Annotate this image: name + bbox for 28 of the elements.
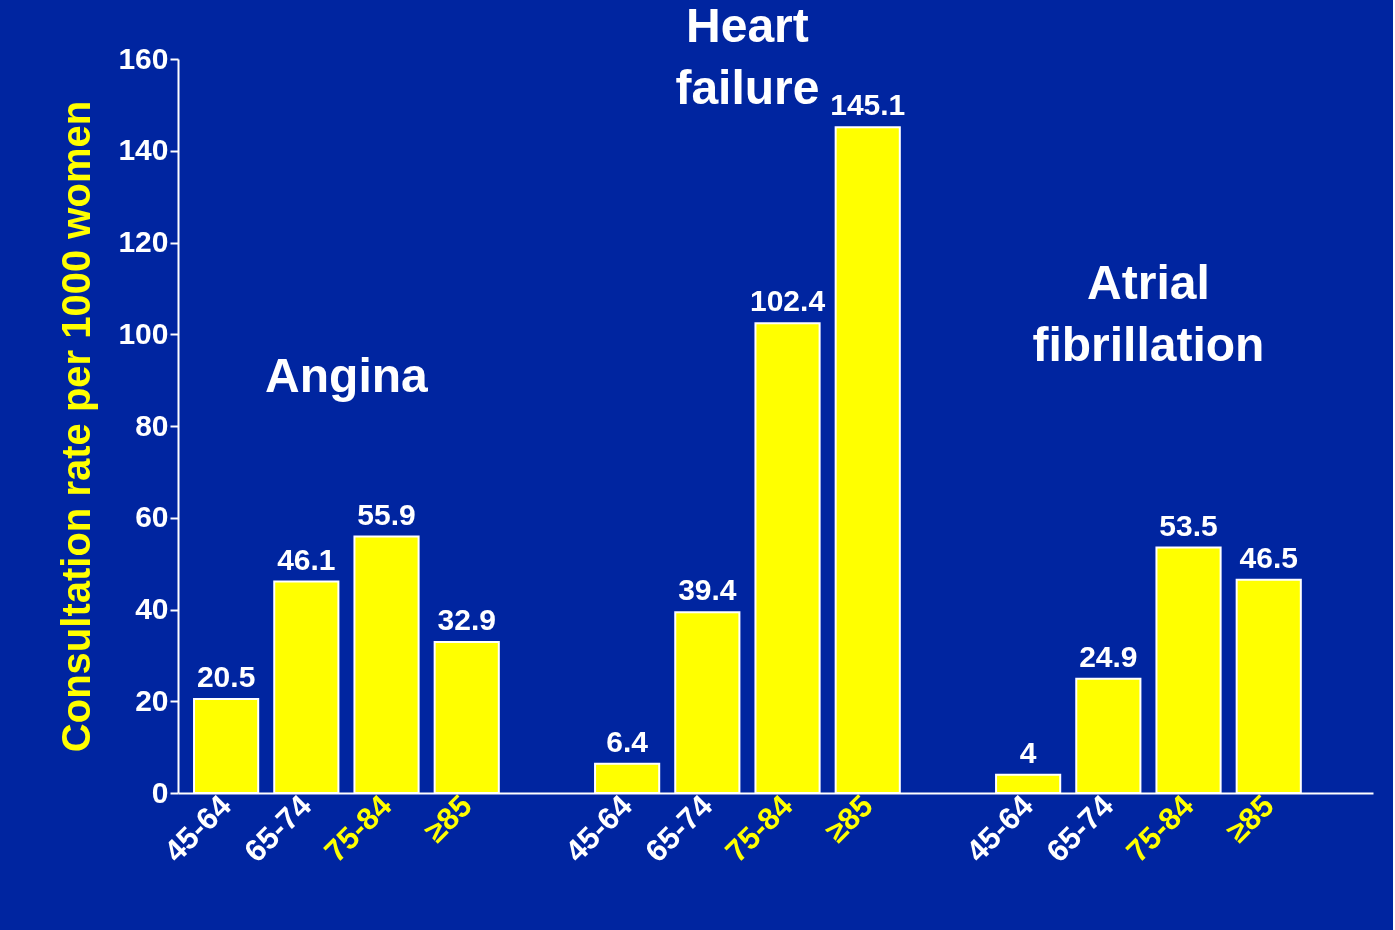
y-tick-label: 20 [135, 683, 169, 717]
data-label: 6.4 [606, 724, 649, 758]
y-tick-label: 60 [135, 500, 169, 534]
data-label: 20.5 [196, 659, 256, 693]
y-tick-label: 120 [118, 225, 169, 258]
y-tick-label: 80 [135, 408, 169, 442]
y-axis-title: Consultation rate per 1000 women [54, 100, 99, 753]
data-label: 53.5 [1159, 508, 1218, 542]
data-label: 102.4 [749, 284, 826, 318]
annotation: Atrial fibrillation [1032, 256, 1265, 371]
x-tick-label: ≥85 [1219, 788, 1281, 850]
annotation: Angina [265, 349, 429, 402]
data-label: 55.9 [357, 497, 416, 531]
y-tick-label: 0 [151, 775, 169, 809]
data-label: 24.9 [1079, 639, 1138, 673]
data-label: 39.4 [678, 573, 737, 607]
y-tick-label: 100 [118, 316, 169, 350]
annotation: Heart failure [675, 0, 820, 114]
data-label: 46.5 [1239, 540, 1298, 574]
data-label: 145.1 [830, 88, 906, 122]
y-tick-label: 160 [118, 41, 169, 75]
data-label: 46.1 [277, 542, 336, 576]
y-tick-label: 40 [135, 592, 169, 625]
data-label: 4 [1019, 735, 1037, 769]
data-label: 32.9 [437, 603, 496, 637]
y-tick-label: 140 [118, 133, 169, 167]
x-tick-label: ≥85 [417, 788, 479, 850]
x-tick-label: ≥85 [818, 788, 880, 850]
